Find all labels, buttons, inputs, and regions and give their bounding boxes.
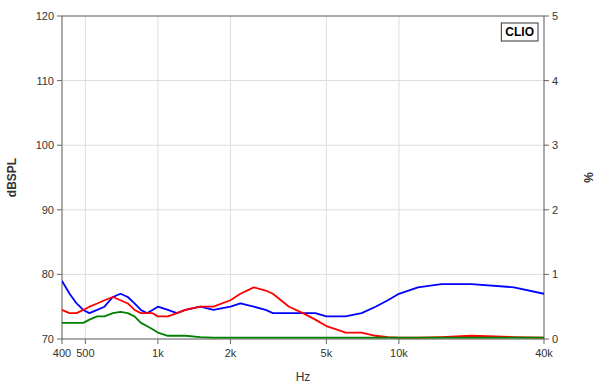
y-tick-label: 80 [42,268,54,280]
y2-tick [544,16,549,17]
x-tick-label: 5k [321,347,333,359]
y2-tick-label: 1 [552,268,558,280]
series-line [62,287,544,337]
x-grid-line [326,16,327,339]
x-axis-label: Hz [296,370,311,384]
y2-tick-label: 3 [552,139,558,151]
y-tick [57,274,62,275]
annotation-text: CLIO [505,25,534,39]
grid [62,16,544,339]
x-tick-label: 1k [152,347,164,359]
y2-tick [544,339,549,340]
x-grid-line [157,16,158,339]
y-tick-label: 90 [42,204,54,216]
y2-tick [544,145,549,146]
series-lines [62,281,544,338]
y-tick [57,209,62,210]
x-tick [326,339,327,344]
series-line [62,312,544,338]
y-tick [57,80,62,81]
annotation-box [501,23,538,41]
y2-tick-label: 0 [552,333,558,345]
x-tick [544,339,545,344]
series-line [62,281,544,317]
plot-frame [62,16,544,339]
y-grid-line [62,274,544,275]
x-grid-line [398,16,399,339]
x-tick-label: 40k [535,347,553,359]
y-tick [57,16,62,17]
x-grid-line [230,16,231,339]
y2-tick [544,274,549,275]
x-tick-label: 2k [225,347,237,359]
y-grid-line [62,80,544,81]
x-grid-line [85,16,86,339]
y2-tick [544,80,549,81]
x-tick [157,339,158,344]
y-tick-label: 70 [42,333,54,345]
y-axis-label: dBSPL [5,158,19,197]
axes: 400 500 1k 2k 5k 10k 40k 70 80 90 100 110 120 0 1 2 3 4 5 [36,10,558,359]
x-tick [230,339,231,344]
x-tick-label: 10k [390,347,408,359]
y-grid-line [62,209,544,210]
y-tick-label: 120 [36,10,54,22]
y2-tick [544,209,549,210]
chart: 400 500 1k 2k 5k 10k 40k 70 80 90 100 110 120 0 1 2 3 4 5 d… [0,0,596,391]
x-tick [85,339,86,344]
y2-axis-label: % [581,172,595,183]
y2-tick-label: 4 [552,75,558,87]
y-tick-label: 110 [36,75,54,87]
y2-tick-label: 2 [552,204,558,216]
y-tick [57,145,62,146]
x-tick-label: 400 [53,347,71,359]
y-tick-label: 100 [36,139,54,151]
x-tick [62,339,63,344]
y2-tick-label: 5 [552,10,558,22]
x-tick [398,339,399,344]
y-grid-line [62,145,544,146]
x-tick-label: 500 [76,347,94,359]
annotation: CLIO [501,23,538,41]
y-tick [57,339,62,340]
